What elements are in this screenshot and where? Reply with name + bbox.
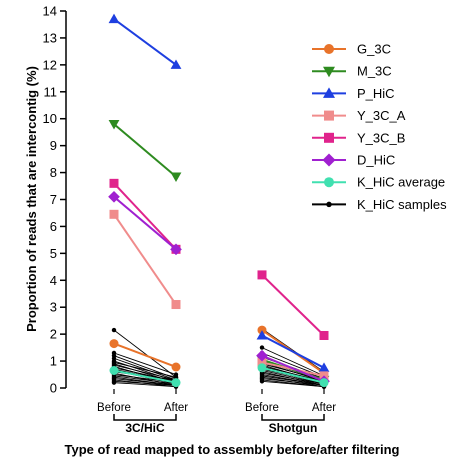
series-line-k-hic-average <box>113 369 177 384</box>
legend-label: K_HiC average <box>357 175 445 190</box>
series-point-k-hic-average <box>171 378 181 388</box>
series-line-m-3c <box>113 123 177 178</box>
legend-label: Y_3C_A <box>357 108 406 123</box>
k-hic-sample-line <box>113 329 177 378</box>
series-point-m-3c <box>108 120 120 130</box>
y-tick-label: 7 <box>50 192 57 207</box>
series-line-d-hic <box>113 196 177 251</box>
series-point-g-3c <box>171 362 181 372</box>
k-hic-sample-line <box>113 375 177 385</box>
series-line-p-hic <box>113 18 177 66</box>
k-hic-sample-line <box>113 382 177 388</box>
group-bracket <box>113 414 177 421</box>
legend-marker-k-hic-samples <box>326 201 332 208</box>
series-line-p-hic <box>261 334 325 369</box>
legend-label: Y_3C_B <box>357 130 405 145</box>
legend-label: K_HiC samples <box>357 197 447 212</box>
series-point-y-3c-a <box>109 209 119 219</box>
group-label: Shotgun <box>269 421 318 435</box>
series-point-d-hic <box>108 190 120 203</box>
series-point-p-hic <box>256 330 268 340</box>
series-point-y-3c-a <box>257 357 267 367</box>
series-point-k-hic-average <box>109 365 119 375</box>
y-tick-label: 4 <box>50 273 57 288</box>
y-tick-label: 14 <box>43 4 57 19</box>
x-axis-title: Type of read mapped to assembly before/a… <box>65 442 400 457</box>
y-tick-label: 1 <box>50 354 57 369</box>
y-tick-label: 9 <box>50 138 57 153</box>
y-tick-label: 10 <box>43 111 57 126</box>
k-hic-sample-line <box>113 364 177 381</box>
k-hic-sample-point <box>111 380 117 385</box>
y-tick-label: 8 <box>50 165 57 180</box>
y-axis-title: Proportion of reads that are intercontig… <box>24 66 39 332</box>
y-tick-label: 2 <box>50 327 57 342</box>
k-hic-sample-line <box>261 378 325 386</box>
series-point-m-3c <box>170 172 182 183</box>
k-hic-sample-point <box>259 345 265 350</box>
x-tick-label: After <box>164 402 188 414</box>
legend-label: M_3C <box>357 64 392 79</box>
y-tick-label: 11 <box>44 84 58 99</box>
x-tick-label: After <box>312 402 336 414</box>
series-line-y-3c-a <box>113 213 177 306</box>
series-point-p-hic <box>108 13 120 24</box>
legend-marker-y-3c-b <box>324 132 334 143</box>
series-point-y-3c-b <box>319 330 329 340</box>
legend-marker-g-3c <box>324 44 334 54</box>
k-hic-sample-line <box>113 352 177 375</box>
y-tick-label: 3 <box>50 300 57 315</box>
legend-label: G_3C <box>357 42 391 57</box>
series-line-g-3c <box>113 342 177 368</box>
series-point-k-hic-average <box>319 378 329 388</box>
k-hic-sample-line <box>261 380 325 388</box>
series-point-p-hic <box>318 362 330 372</box>
legend-marker-y-3c-a <box>324 110 334 121</box>
series-line-d-hic <box>261 354 325 383</box>
legend-marker-m-3c <box>323 66 335 78</box>
series-point-y-3c-b <box>109 178 119 188</box>
k-hic-sample-line <box>113 372 177 386</box>
legend-label: P_HiC <box>357 86 395 101</box>
y-tick-label: 12 <box>43 57 57 72</box>
y-tick-label: 5 <box>50 246 57 261</box>
k-hic-sample-line <box>261 328 325 373</box>
series-point-k-hic-average <box>257 363 267 373</box>
x-tick-label: Before <box>245 402 279 414</box>
series-point-g-3c <box>109 339 119 349</box>
x-tick-label: Before <box>97 402 131 414</box>
y-tick-label: 0 <box>50 381 57 396</box>
k-hic-sample-line <box>113 361 177 378</box>
series-point-p-hic <box>170 59 182 69</box>
y-tick-label: 6 <box>50 219 57 234</box>
series-point-y-3c-a <box>171 300 181 310</box>
k-hic-sample-point <box>111 327 117 333</box>
k-hic-sample-line <box>261 347 325 377</box>
series-line-y-3c-b <box>261 274 325 337</box>
series-line-k-hic-average <box>261 366 325 384</box>
series-point-d-hic <box>256 349 268 362</box>
y-tick-label: 13 <box>43 30 57 45</box>
k-hic-sample-point <box>259 379 265 384</box>
series-point-y-3c-b <box>257 270 267 280</box>
group-bracket <box>261 414 325 421</box>
legend-label: D_HiC <box>357 153 395 168</box>
k-hic-sample-line <box>113 357 177 381</box>
k-hic-sample-line <box>261 372 325 385</box>
legend-marker-p-hic <box>323 87 335 98</box>
legend-marker-d-hic <box>322 153 336 167</box>
k-hic-sample-line <box>261 366 325 382</box>
k-hic-sample-line <box>113 380 177 386</box>
series-line-y-3c-b <box>113 182 177 251</box>
group-label: 3C/HiC <box>125 421 165 435</box>
series-point-d-hic <box>170 243 182 256</box>
legend-marker-k-hic-average <box>324 177 334 188</box>
